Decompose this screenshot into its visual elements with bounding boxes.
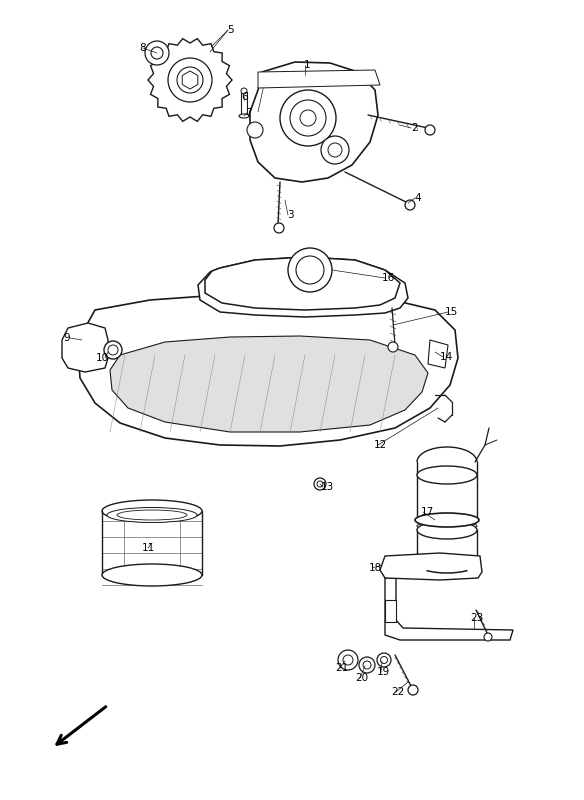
Text: 12: 12 [373,440,387,450]
Text: 15: 15 [444,307,458,317]
Ellipse shape [102,564,202,586]
Text: 19: 19 [376,667,390,677]
Circle shape [377,653,391,667]
Circle shape [484,633,492,641]
Text: 2: 2 [412,123,418,133]
Circle shape [247,122,263,138]
Circle shape [388,342,398,352]
Circle shape [338,650,358,670]
Text: 7: 7 [245,108,251,118]
Circle shape [363,661,371,669]
Text: 1: 1 [304,60,310,70]
Ellipse shape [417,466,477,484]
Polygon shape [205,257,400,310]
Circle shape [314,478,326,490]
Text: 11: 11 [141,543,155,553]
Circle shape [296,256,324,284]
Ellipse shape [417,521,477,539]
Ellipse shape [117,510,187,520]
Text: 13: 13 [321,482,333,492]
Text: 23: 23 [470,613,484,623]
Text: 18: 18 [369,563,381,573]
Ellipse shape [239,114,249,118]
Text: MSP: MSP [229,366,297,394]
Circle shape [300,110,316,126]
Text: 16: 16 [381,273,395,283]
Ellipse shape [104,341,122,359]
Text: 14: 14 [439,352,453,362]
Polygon shape [182,71,198,89]
Circle shape [168,58,212,102]
Circle shape [241,88,247,94]
Text: 8: 8 [140,43,147,53]
Polygon shape [110,336,428,432]
Ellipse shape [107,507,197,522]
Polygon shape [241,92,247,116]
Polygon shape [380,553,482,580]
Polygon shape [148,38,232,122]
Circle shape [317,481,323,487]
Polygon shape [198,257,408,317]
Text: 4: 4 [415,193,421,203]
Circle shape [151,47,163,59]
Polygon shape [62,323,108,372]
Text: 9: 9 [64,333,70,343]
Circle shape [343,655,353,665]
Text: 6: 6 [242,92,248,102]
Ellipse shape [102,500,202,522]
Circle shape [381,657,388,663]
Circle shape [408,685,418,695]
Ellipse shape [108,345,118,355]
Circle shape [405,200,415,210]
Circle shape [288,248,332,292]
Polygon shape [78,293,458,446]
Polygon shape [258,70,380,88]
Circle shape [321,136,349,164]
Circle shape [280,90,336,146]
Polygon shape [385,600,396,622]
Polygon shape [385,578,513,640]
Text: SPARE PARTS: SPARE PARTS [271,406,335,416]
Text: 3: 3 [287,210,293,220]
Text: 10: 10 [95,353,109,363]
Polygon shape [428,340,448,368]
Circle shape [425,125,435,135]
Text: 22: 22 [391,687,405,697]
Circle shape [359,657,375,673]
Ellipse shape [417,561,477,579]
Circle shape [177,67,203,93]
Polygon shape [250,62,378,182]
Text: 20: 20 [356,673,369,683]
Circle shape [145,41,169,65]
Text: MOTORCYCLE: MOTORCYCLE [270,395,336,405]
Circle shape [274,223,284,233]
Text: 21: 21 [335,663,349,673]
Circle shape [290,100,326,136]
Ellipse shape [415,513,479,527]
Text: 5: 5 [227,25,234,35]
Circle shape [328,143,342,157]
Ellipse shape [417,521,477,531]
Text: 17: 17 [420,507,434,517]
